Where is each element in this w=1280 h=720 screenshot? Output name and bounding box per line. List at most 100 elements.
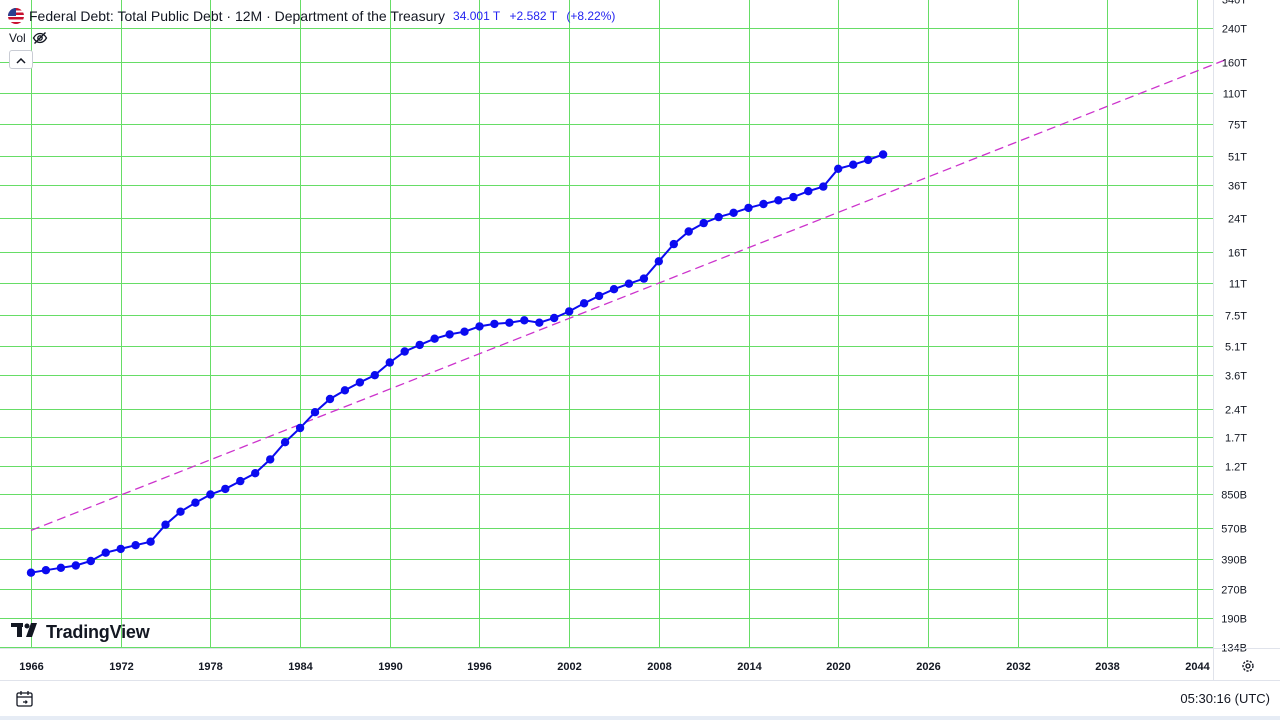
y-tick-label: 340T [1222, 0, 1247, 7]
data-point [101, 548, 110, 557]
volume-indicator[interactable]: Vol [9, 29, 48, 47]
data-point [310, 408, 320, 417]
y-tick-label: 1.7T [1225, 433, 1247, 445]
y-tick-label: 5.1T [1225, 342, 1247, 354]
data-point [325, 394, 335, 404]
data-point [86, 556, 96, 566]
x-tick-label: 2026 [916, 661, 940, 673]
data-point [340, 386, 350, 395]
data-point [729, 208, 738, 217]
data-point [370, 371, 379, 380]
y-tick-label: 75T [1228, 120, 1247, 132]
data-point [654, 257, 663, 266]
data-point [355, 378, 365, 387]
data-point [236, 476, 245, 486]
y-tick-label: 850B [1221, 490, 1247, 502]
data-point [490, 319, 499, 329]
tradingview-mark-icon [11, 622, 41, 643]
x-axis[interactable]: 1966 1972 1978 1984 1990 1996 2002 2008 2014 2020… [0, 648, 1280, 674]
x-tick-label: 2020 [826, 661, 850, 673]
y-tick-label: 240T [1222, 24, 1247, 36]
data-point [505, 318, 514, 327]
bottom-strip [0, 716, 1280, 720]
data-point [266, 455, 275, 464]
legend: Federal Debt: Total Public Debt · 12M · … [8, 6, 621, 26]
change-value: +2.582 T [509, 9, 558, 23]
data-point [131, 541, 140, 550]
data-point [550, 313, 559, 323]
data-point [878, 150, 888, 159]
y-tick-label: 390B [1221, 555, 1247, 567]
data-point [26, 568, 36, 577]
data-point [280, 438, 290, 447]
data-point [669, 239, 678, 249]
x-tick-label: 1984 [288, 661, 313, 673]
bottom-toolbar: 05:30:16 (UTC) [0, 680, 1280, 717]
tradingview-logo[interactable]: TradingView [11, 622, 150, 643]
x-tick-label: 1990 [378, 661, 402, 673]
x-tick-label: 2044 [1185, 661, 1210, 673]
data-point [116, 544, 125, 554]
x-tick-label: 1972 [109, 661, 133, 673]
y-tick-label: 270B [1221, 585, 1247, 597]
logo-text: TradingView [46, 622, 150, 642]
y-tick-label: 190B [1221, 614, 1247, 626]
y-tick-label: 24T [1228, 214, 1247, 226]
x-tick-label: 2032 [1006, 661, 1030, 673]
data-point [624, 279, 634, 288]
x-tick-label: 1978 [198, 661, 222, 673]
data-point [714, 212, 723, 222]
data-point [744, 203, 753, 213]
data-point [834, 164, 843, 173]
y-tick-label: 110T [1223, 89, 1248, 101]
data-point [475, 322, 484, 331]
data-point [161, 520, 170, 529]
data-point [146, 537, 155, 546]
eye-off-icon[interactable] [32, 31, 48, 45]
data-point [579, 299, 589, 308]
data-point [684, 227, 693, 236]
series-layer [26, 150, 888, 577]
x-tick-label: 2038 [1095, 661, 1119, 673]
data-point [819, 182, 828, 191]
utc-clock[interactable]: 05:30:16 (UTC) [1180, 691, 1270, 706]
x-tick-label: 1996 [467, 661, 491, 673]
data-point [400, 347, 409, 356]
data-point [565, 307, 574, 316]
data-point [445, 330, 454, 339]
data-point [71, 561, 81, 570]
data-point [206, 490, 215, 499]
calendar-range-icon[interactable] [14, 688, 36, 710]
y-tick-label: 36T [1228, 181, 1247, 193]
volume-label: Vol [9, 31, 26, 45]
data-point [699, 218, 708, 228]
data-point [863, 155, 873, 165]
gear-icon[interactable] [1240, 658, 1256, 674]
data-point [609, 285, 619, 294]
data-point [594, 291, 604, 301]
x-tick-label: 2014 [737, 661, 762, 673]
y-tick-label: 160T [1222, 58, 1247, 70]
collapse-legend-button[interactable] [9, 50, 33, 69]
data-point [460, 327, 469, 336]
us-flag-icon [8, 8, 24, 24]
data-point [415, 340, 424, 350]
data-point [535, 318, 544, 327]
y-tick-label: 570B [1221, 524, 1247, 536]
data-point [251, 469, 260, 478]
x-tick-label: 1966 [19, 661, 43, 673]
y-tick-label: 51T [1228, 152, 1247, 164]
data-point [774, 196, 783, 205]
y-tick-label: 3.6T [1225, 371, 1247, 383]
y-tick-label: 7.5T [1225, 311, 1247, 323]
symbol-title[interactable]: Federal Debt: Total Public Debt · 12M · … [29, 8, 446, 24]
last-value: 34.001 T [453, 9, 501, 23]
data-point [804, 187, 813, 196]
chevron-up-icon [16, 51, 26, 69]
y-axis[interactable]: 340T 240T 160T 110T 75T 51T 36T 24T 16T 11T 7.5T 5.… [1213, 0, 1248, 680]
data-point [56, 563, 66, 572]
trendline-layer [30, 58, 1228, 532]
data-point [759, 199, 768, 209]
data-point [430, 334, 439, 343]
